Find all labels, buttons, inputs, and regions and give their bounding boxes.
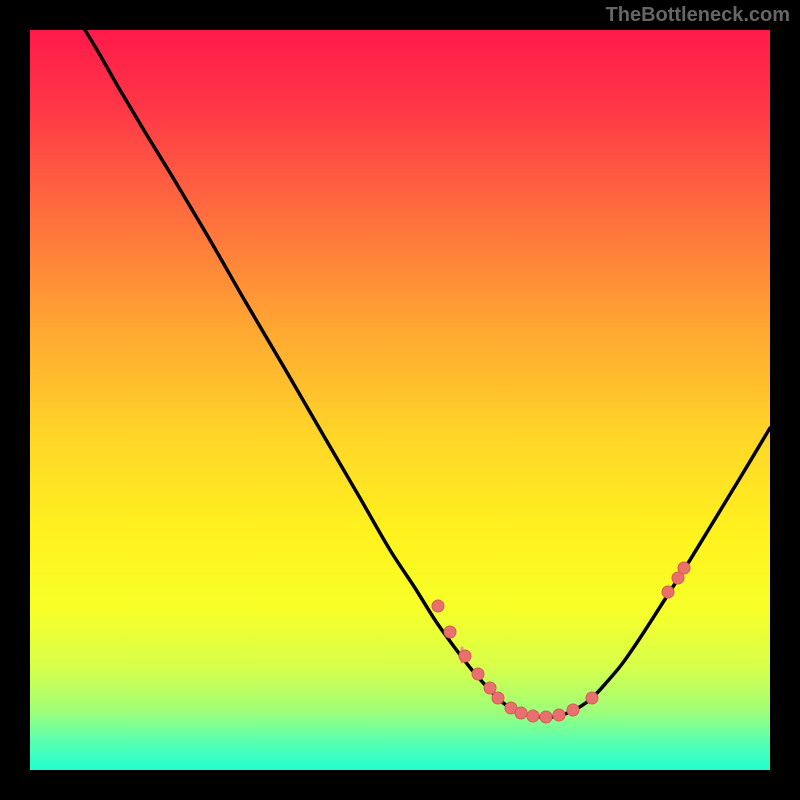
- data-marker: [567, 704, 579, 716]
- marker-tails: [462, 566, 682, 662]
- data-marker: [472, 668, 484, 680]
- watermark-label: TheBottleneck.com: [606, 4, 790, 27]
- data-marker: [459, 650, 471, 662]
- data-marker: [432, 600, 444, 612]
- data-marker: [492, 692, 504, 704]
- data-markers: [432, 562, 690, 723]
- data-marker: [553, 709, 565, 721]
- data-marker: [515, 707, 527, 719]
- data-marker: [527, 710, 539, 722]
- chart-svg: [30, 30, 770, 770]
- data-marker: [586, 692, 598, 704]
- data-marker: [444, 626, 456, 638]
- plot-area: [30, 30, 770, 770]
- data-marker: [678, 562, 690, 574]
- data-marker: [484, 682, 496, 694]
- data-marker: [662, 586, 674, 598]
- bottleneck-curve: [85, 30, 770, 717]
- data-marker: [540, 711, 552, 723]
